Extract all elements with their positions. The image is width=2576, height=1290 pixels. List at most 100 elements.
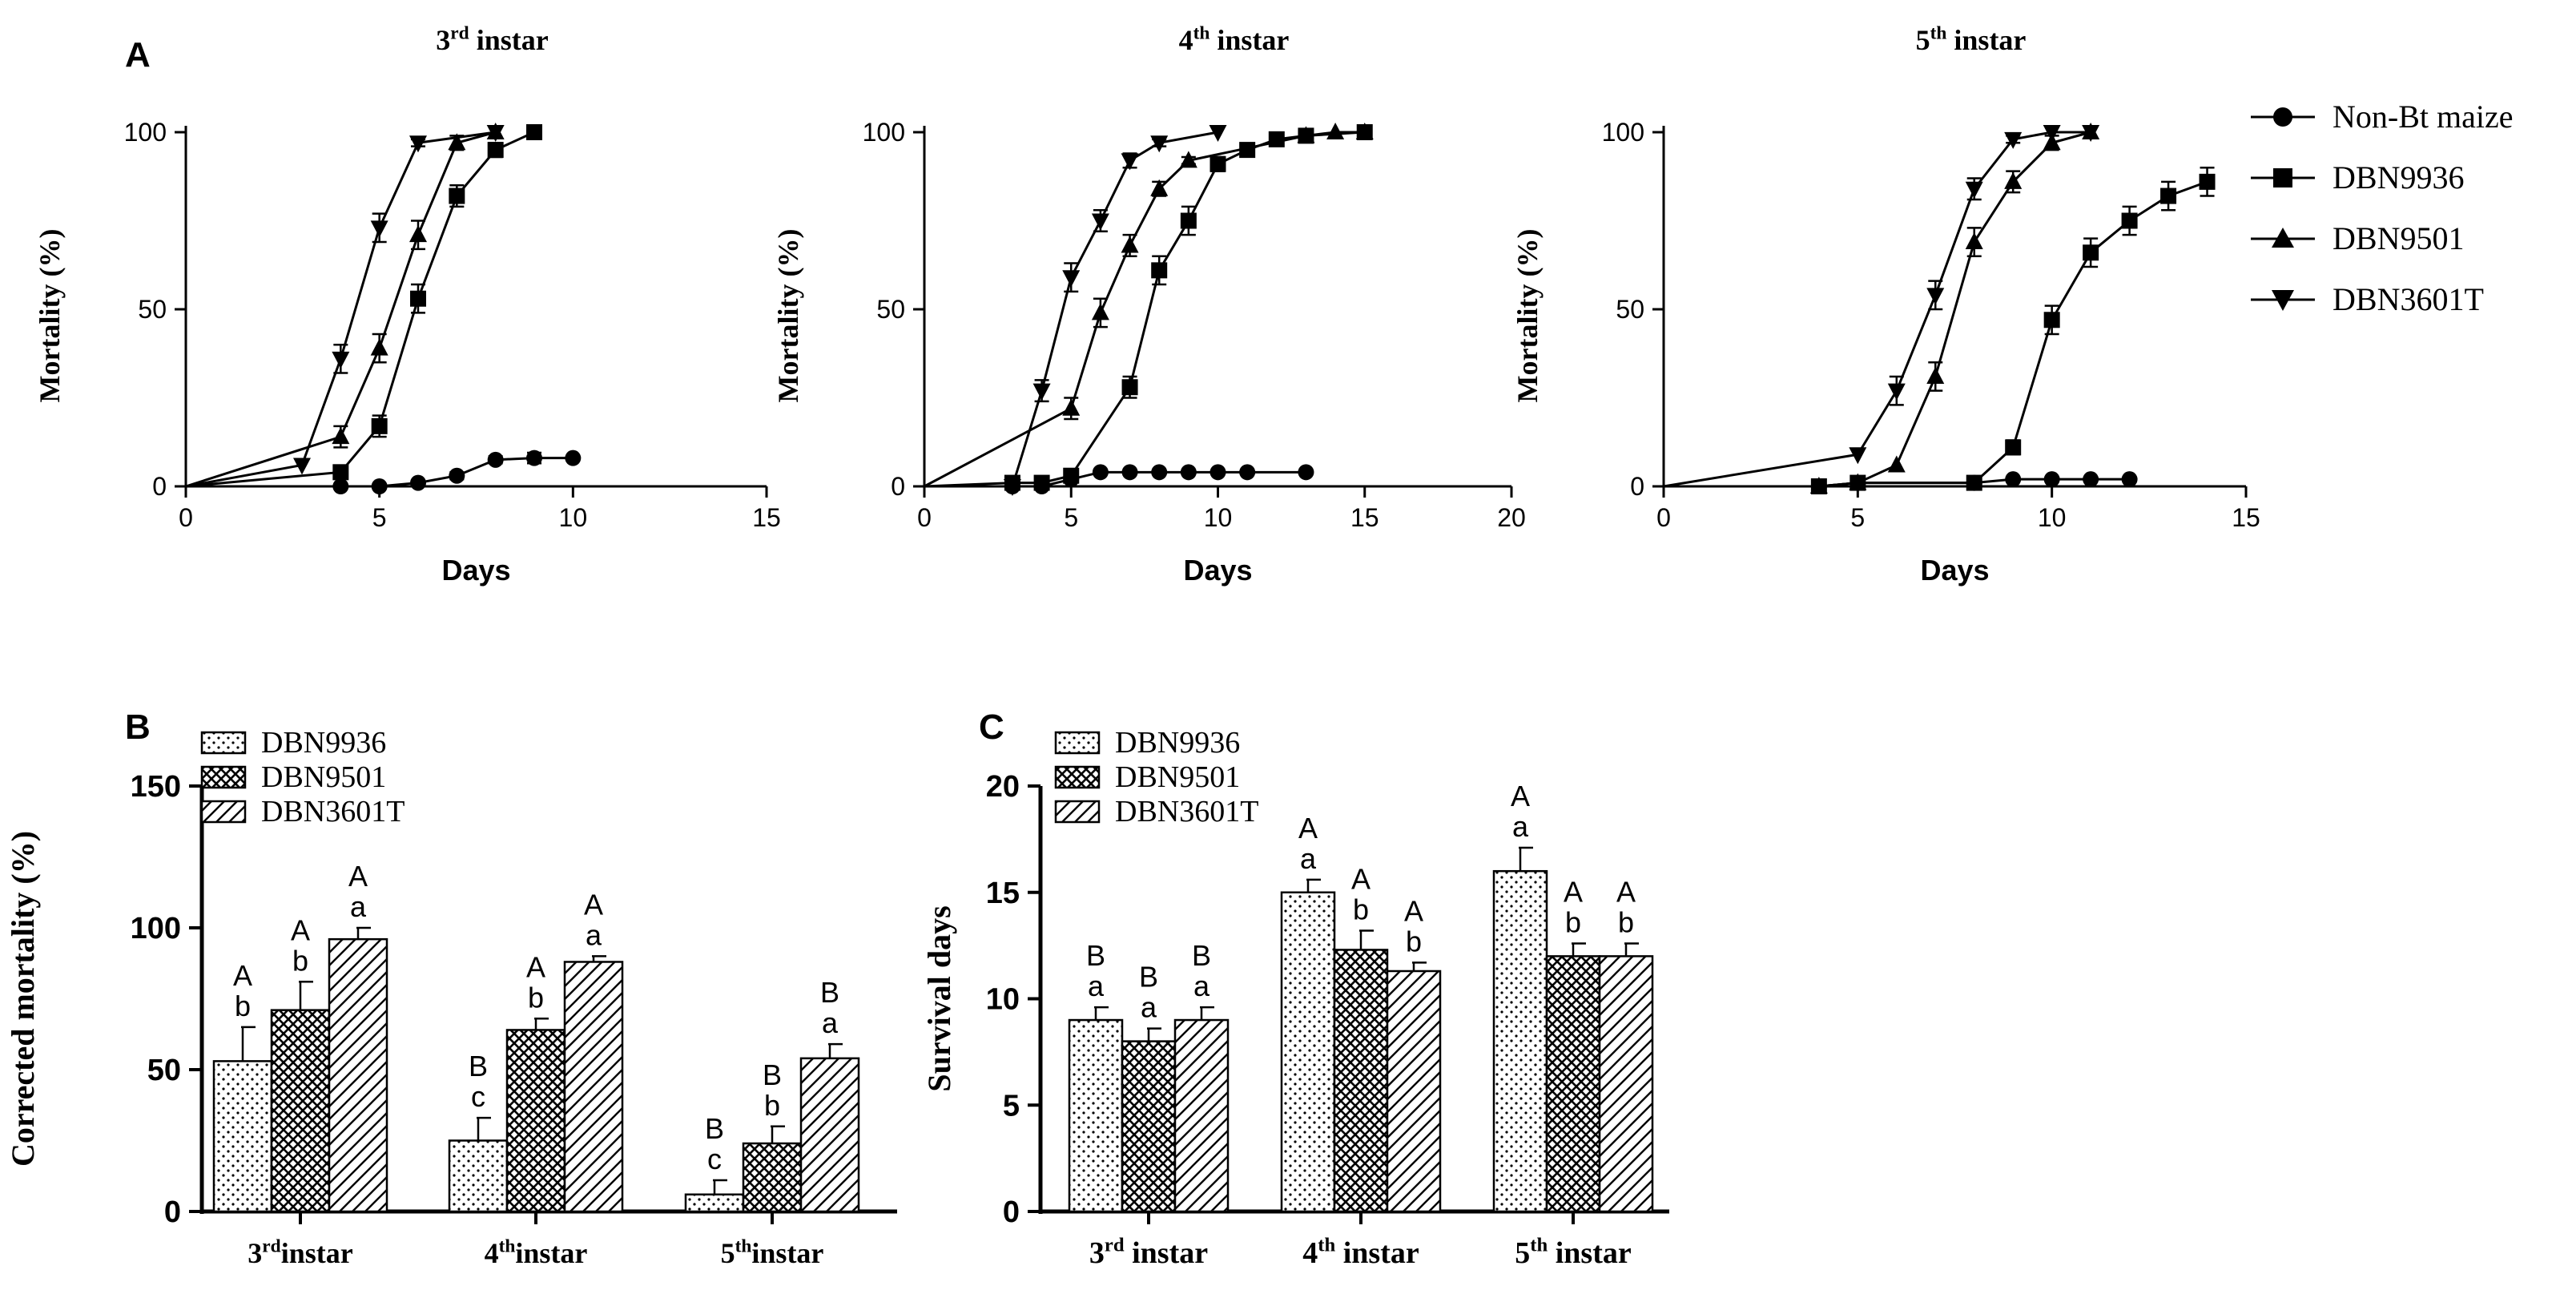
legend-item-dbn3601t: DBN3601T <box>261 795 405 828</box>
x-tick-label: 5 <box>1064 503 1078 532</box>
data-point <box>1849 447 1867 465</box>
series-dbn3601t: aB bA bA <box>1173 875 1654 1213</box>
chart-title-sup: th <box>1930 22 1947 43</box>
bar <box>1545 955 1601 1213</box>
x-tick-label: 0 <box>179 503 193 532</box>
data-point <box>486 125 505 142</box>
data-point <box>1121 379 1138 396</box>
x-tick-label: 15 <box>1350 503 1379 532</box>
y-tick-label: 5 <box>1003 1089 1020 1123</box>
data-point <box>2004 171 2023 189</box>
data-point <box>409 135 427 153</box>
data-point <box>2121 471 2138 488</box>
category-label: 4thinstar <box>485 1236 588 1269</box>
legend-item-dbn3601t: DBN3601T <box>2332 281 2484 317</box>
category-label-base: 4 <box>1302 1236 1318 1270</box>
y-tick-label: 0 <box>152 472 167 501</box>
data-point <box>487 142 504 159</box>
y-tick-label: 10 <box>986 983 1020 1017</box>
significance-lower: a <box>1300 842 1317 875</box>
legend-item-dbn3601t: DBN3601T <box>1115 795 1258 828</box>
data-point <box>2121 212 2138 229</box>
bar <box>1280 891 1336 1213</box>
data-point <box>2004 131 2023 149</box>
series-non-bt-maize <box>186 449 582 494</box>
significance-lower: b <box>528 981 544 1014</box>
category-label: 4th instar <box>1302 1235 1419 1270</box>
significance-lower: b <box>1618 905 1634 938</box>
significance-upper: A <box>526 950 545 983</box>
significance-upper: B <box>820 976 839 1009</box>
significance-lower: a <box>1512 810 1529 843</box>
y-tick-label: 50 <box>138 295 167 324</box>
chart-title: 5th instar <box>1916 22 2027 56</box>
category-label: 5th instar <box>1515 1235 1632 1270</box>
x-tick-label: 0 <box>1656 503 1671 532</box>
legend-item-non-bt-maize: Non-Bt maize <box>2332 99 2514 135</box>
data-point <box>1926 366 1945 384</box>
bar <box>799 1057 860 1213</box>
significance-lower: a <box>822 1006 839 1039</box>
significance-lower: b <box>235 990 251 1022</box>
data-point <box>2083 244 2099 261</box>
significance-upper: A <box>1351 863 1371 896</box>
legend-item-dbn9936: DBN9936 <box>1115 726 1240 760</box>
data-point <box>2083 471 2099 488</box>
category-label-rest: instar <box>1335 1236 1419 1270</box>
y-tick-label: 100 <box>1602 118 1644 147</box>
data-point <box>1091 213 1109 231</box>
legend-item-dbn9501: DBN9501 <box>1115 760 1240 794</box>
series-dbn9501 <box>1664 123 2100 494</box>
data-point <box>1210 155 1226 172</box>
legend-swatch <box>1054 800 1101 824</box>
legend-triangle-up-marker <box>2272 228 2294 248</box>
data-point <box>1121 153 1139 171</box>
data-point <box>1965 232 1983 250</box>
chart-title-sup: th <box>1193 22 1210 43</box>
series-dbn9501 <box>924 123 1374 488</box>
chart-4th-instar-mortality: 0 50 100 0 5 10 15 20 Days Mortality (%) 4th insta… <box>772 22 1526 587</box>
data-point <box>2082 125 2100 142</box>
data-point <box>332 478 349 494</box>
series-line <box>185 131 535 488</box>
y-tick-label: 100 <box>131 912 181 945</box>
x-tick-label: 20 <box>1497 503 1526 532</box>
category-label: 5thinstar <box>721 1236 824 1269</box>
bar <box>563 961 624 1213</box>
data-point <box>1809 477 1828 494</box>
chart-title: 4th instar <box>1179 22 1290 56</box>
significance-lower: b <box>1353 893 1369 926</box>
data-point <box>410 474 426 491</box>
category-label: 3rd instar <box>1089 1235 1208 1270</box>
data-point <box>332 464 349 481</box>
y-tick-label: 0 <box>891 472 905 501</box>
x-tick-label: 10 <box>2038 503 2067 532</box>
bar <box>1173 1018 1230 1213</box>
data-point <box>1210 464 1226 481</box>
chart-title-rest: instar <box>1210 24 1289 56</box>
significance-upper: A <box>1298 812 1318 845</box>
data-point <box>1926 288 1945 305</box>
series-line <box>1664 131 2091 488</box>
legend-swatch <box>1054 765 1101 789</box>
legend-swatch <box>1054 731 1101 755</box>
significance-lower: a <box>1141 991 1157 1024</box>
data-point <box>371 478 388 494</box>
data-point <box>1326 123 1345 139</box>
data-point <box>1209 125 1227 142</box>
category-label-rest: instar <box>751 1237 823 1269</box>
y-axis-label: Survival days <box>921 905 957 1091</box>
data-point <box>332 427 350 445</box>
category-label-base: 3 <box>248 1237 262 1269</box>
category-label-rest: instar <box>515 1237 587 1269</box>
bar <box>270 1009 331 1213</box>
bar <box>742 1142 803 1213</box>
significance-upper: A <box>291 913 310 946</box>
y-tick-label: 150 <box>131 770 181 804</box>
significance-lower: b <box>764 1089 780 1122</box>
